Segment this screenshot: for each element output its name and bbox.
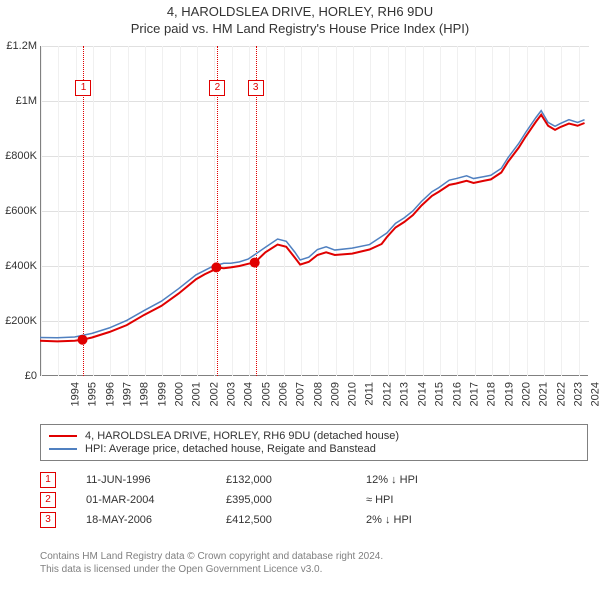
- event-number: 3: [40, 512, 56, 528]
- x-axis-label: 2008: [312, 382, 324, 406]
- event-comparison: 2% ↓ HPI: [366, 514, 506, 526]
- event-row: 3 18-MAY-2006£412,5002% ↓ HPI: [40, 512, 588, 528]
- plot-area: £0£200K£400K£600K£800K£1M£1.2M1994199519…: [40, 46, 588, 376]
- series-line: [40, 111, 585, 338]
- x-axis-label: 2024: [590, 382, 600, 406]
- y-axis-label: £1.2M: [3, 40, 37, 52]
- x-axis-label: 2007: [295, 382, 307, 406]
- x-axis-label: 2010: [347, 382, 359, 406]
- y-axis-label: £400K: [3, 260, 37, 272]
- events-table: 1 11-JUN-1996£132,00012% ↓ HPI 2 01-MAR-200…: [40, 468, 588, 532]
- event-row: 2 01-MAR-2004£395,000≈ HPI: [40, 492, 588, 508]
- x-axis-label: 2022: [555, 382, 567, 406]
- event-price: £132,000: [226, 474, 366, 486]
- x-axis-label: 1997: [122, 382, 134, 406]
- event-date: 18-MAY-2006: [86, 514, 226, 526]
- event-row: 1 11-JUN-1996£132,00012% ↓ HPI: [40, 472, 588, 488]
- x-axis-label: 1998: [139, 382, 151, 406]
- chart-title-sub: Price paid vs. HM Land Registry's House …: [0, 21, 600, 36]
- x-axis-label: 2009: [330, 382, 342, 406]
- chart-titles: 4, HAROLDSLEA DRIVE, HORLEY, RH6 9DU Pri…: [0, 0, 600, 36]
- y-axis-label: £200K: [3, 315, 37, 327]
- legend-swatch: [49, 435, 77, 437]
- y-axis-label: £1M: [3, 95, 37, 107]
- legend-label: 4, HAROLDSLEA DRIVE, HORLEY, RH6 9DU (de…: [85, 430, 399, 442]
- y-axis-label: £0: [3, 370, 37, 382]
- event-comparison: 12% ↓ HPI: [366, 474, 506, 486]
- x-axis-label: 2023: [572, 382, 584, 406]
- footer: Contains HM Land Registry data © Crown c…: [40, 550, 588, 576]
- sale-point-marker: [77, 335, 87, 345]
- legend-label: HPI: Average price, detached house, Reig…: [85, 443, 376, 455]
- x-axis-label: 1999: [156, 382, 168, 406]
- x-axis-label: 2018: [486, 382, 498, 406]
- x-axis-label: 2000: [174, 382, 186, 406]
- x-axis-label: 1996: [104, 382, 116, 406]
- legend-item: 4, HAROLDSLEA DRIVE, HORLEY, RH6 9DU (de…: [49, 430, 579, 442]
- legend: 4, HAROLDSLEA DRIVE, HORLEY, RH6 9DU (de…: [40, 424, 588, 461]
- x-axis-label: 1995: [87, 382, 99, 406]
- event-number: 2: [40, 492, 56, 508]
- event-price: £412,500: [226, 514, 366, 526]
- x-axis-label: 2003: [226, 382, 238, 406]
- series-line: [40, 115, 585, 342]
- x-axis-label: 2004: [243, 382, 255, 406]
- x-axis-label: 2005: [260, 382, 272, 406]
- y-axis-label: £600K: [3, 205, 37, 217]
- x-axis-label: 2016: [451, 382, 463, 406]
- x-axis-label: 2011: [363, 382, 375, 406]
- x-axis-label: 2014: [416, 382, 428, 406]
- footer-line-1: Contains HM Land Registry data © Crown c…: [40, 550, 588, 563]
- event-number: 1: [40, 472, 56, 488]
- x-axis-label: 2001: [191, 382, 203, 406]
- sale-point-marker: [250, 258, 260, 268]
- legend-swatch: [49, 448, 77, 450]
- x-axis-label: 1994: [69, 382, 81, 406]
- x-axis-label: 2021: [538, 382, 550, 406]
- x-axis-label: 2015: [434, 382, 446, 406]
- event-comparison: ≈ HPI: [366, 494, 506, 506]
- x-axis-label: 2017: [468, 382, 480, 406]
- chart-title-main: 4, HAROLDSLEA DRIVE, HORLEY, RH6 9DU: [0, 4, 600, 19]
- x-axis-label: 2006: [278, 382, 290, 406]
- legend-item: HPI: Average price, detached house, Reig…: [49, 443, 579, 455]
- x-axis-label: 2012: [382, 382, 394, 406]
- x-axis-label: 2019: [503, 382, 515, 406]
- event-price: £395,000: [226, 494, 366, 506]
- x-axis-label: 2020: [520, 382, 532, 406]
- footer-line-2: This data is licensed under the Open Gov…: [40, 563, 588, 576]
- event-date: 01-MAR-2004: [86, 494, 226, 506]
- plot-svg: [40, 46, 588, 376]
- event-date: 11-JUN-1996: [86, 474, 226, 486]
- sale-point-marker: [211, 262, 221, 272]
- x-axis-label: 2013: [399, 382, 411, 406]
- chart-container: 4, HAROLDSLEA DRIVE, HORLEY, RH6 9DU Pri…: [0, 0, 600, 590]
- y-axis-label: £800K: [3, 150, 37, 162]
- x-axis-label: 2002: [208, 382, 220, 406]
